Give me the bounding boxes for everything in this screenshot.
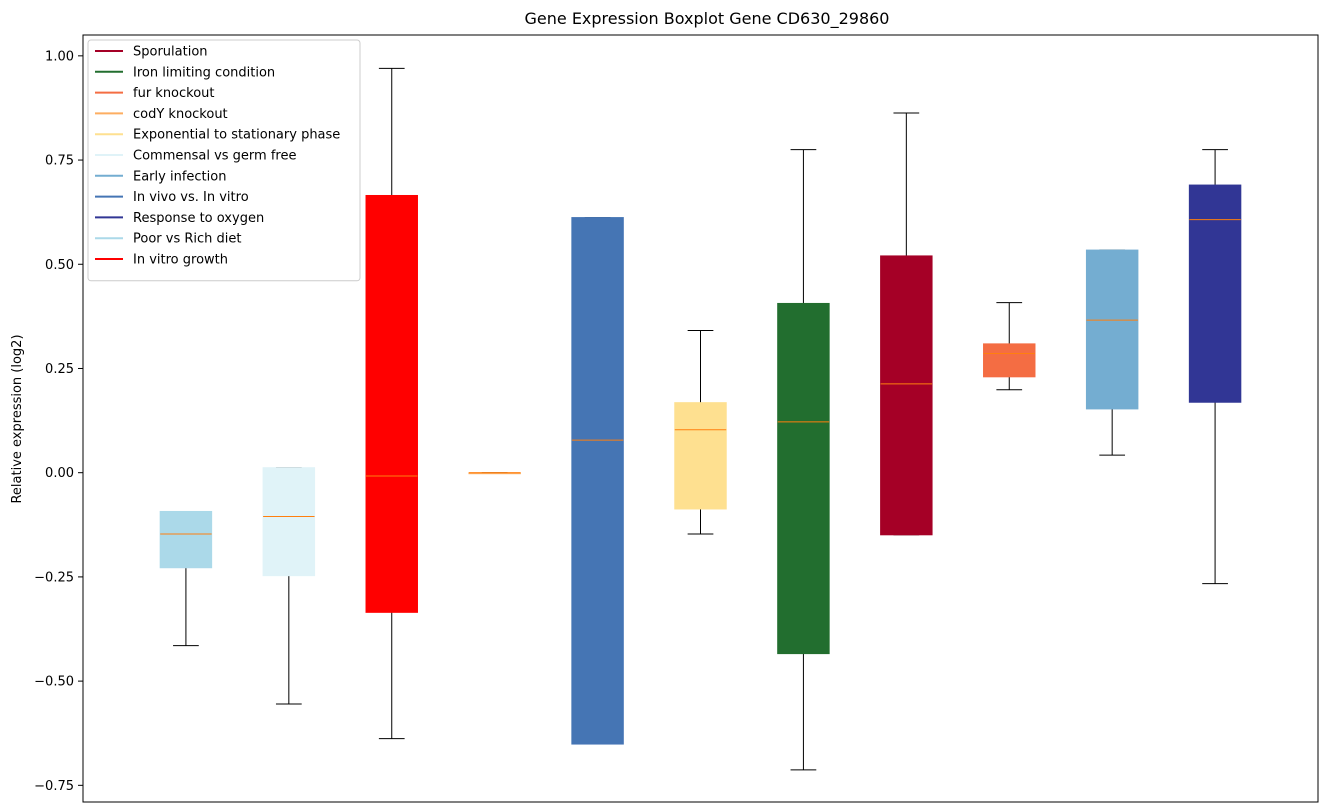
legend-item: In vitro growth	[95, 253, 228, 268]
plot-area	[82, 34, 1319, 803]
y-tick-label: 1.00	[45, 49, 74, 64]
box	[365, 194, 418, 613]
box-group-8	[880, 112, 933, 536]
box-group-4	[468, 472, 521, 475]
legend-item: Commensal vs germ free	[95, 149, 296, 164]
y-axis-label: Relative expression (log2)	[10, 334, 25, 503]
box	[1085, 249, 1139, 410]
y-tick-label: 0.50	[45, 258, 74, 273]
legend-label: In vitro growth	[133, 253, 228, 268]
legend-label: In vivo vs. In vitro	[133, 190, 249, 205]
legend-item: fur knockout	[95, 86, 215, 101]
legend-label: Commensal vs germ free	[133, 149, 296, 164]
box	[880, 255, 933, 536]
legend-label: Response to oxygen	[133, 211, 264, 226]
box-group-11	[1188, 149, 1242, 585]
legend-label: Iron limiting condition	[133, 65, 275, 80]
box-group-2	[262, 467, 316, 705]
legend-item: Response to oxygen	[95, 211, 264, 226]
y-tick-label: 0.25	[45, 362, 74, 377]
chart-title: Gene Expression Boxplot Gene CD630_29860	[525, 9, 890, 29]
box	[159, 510, 213, 569]
legend: Sporulation Iron limiting condition fur kn…	[87, 39, 361, 282]
legend-box	[87, 39, 361, 282]
y-axis: −0.75 −0.50 −0.25 0.00 0.25 0.50 0.75 1.00	[34, 49, 83, 794]
legend-item: Early infection	[95, 169, 226, 184]
legend-item: codY knockout	[95, 107, 228, 122]
box	[674, 402, 727, 510]
legend-label: fur knockout	[133, 86, 215, 101]
legend-item: Poor vs Rich diet	[95, 232, 241, 247]
box-group-6	[674, 330, 727, 535]
y-tick-label: 0.75	[45, 154, 74, 169]
y-tick-label: −0.25	[34, 570, 74, 585]
y-tick-label: −0.50	[34, 675, 74, 690]
box-group-7	[777, 149, 830, 771]
box	[777, 302, 830, 655]
box-group-1	[159, 510, 213, 647]
box	[262, 467, 316, 577]
y-tick-label: 0.00	[45, 466, 74, 481]
box-group-10	[1085, 249, 1139, 456]
legend-item: Iron limiting condition	[95, 65, 275, 80]
box-group-9	[983, 302, 1036, 391]
legend-item: Exponential to stationary phase	[95, 128, 340, 143]
legend-label: Sporulation	[133, 45, 208, 60]
y-tick-label: −0.75	[34, 779, 74, 794]
box	[1188, 184, 1242, 403]
plot-frame	[82, 34, 1319, 803]
legend-label: Early infection	[133, 169, 226, 184]
box-group-5	[571, 217, 624, 745]
legend-label: codY knockout	[133, 107, 228, 122]
legend-item: In vivo vs. In vitro	[95, 190, 249, 205]
legend-item: Sporulation	[95, 45, 208, 60]
legend-label: Exponential to stationary phase	[133, 128, 340, 143]
box	[571, 217, 624, 745]
box-group-3	[365, 67, 418, 740]
legend-label: Poor vs Rich diet	[133, 232, 241, 247]
box	[983, 343, 1036, 378]
